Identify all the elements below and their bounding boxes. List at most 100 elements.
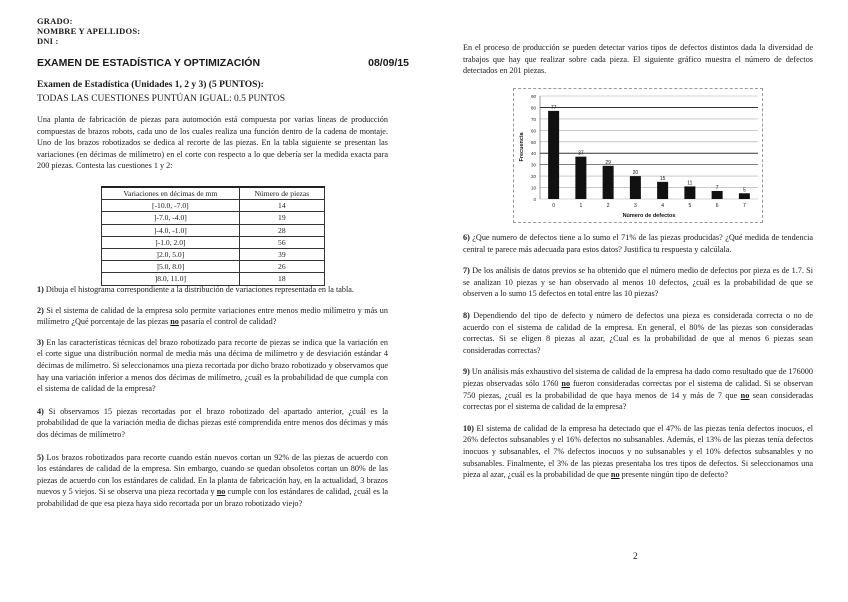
- variation-interval: ]5.0, 8.0]: [101, 260, 240, 274]
- question-2: 2) Si el sistema de calidad de la empres…: [37, 305, 388, 328]
- bar-value-label: 11: [687, 180, 692, 186]
- question-text: Un análisis más exhaustivo del sistema d…: [463, 367, 813, 388]
- bar: [602, 165, 614, 199]
- intro-right: En el proceso de producción se pueden de…: [463, 43, 813, 76]
- y-tick-label: 90: [531, 94, 537, 99]
- emphasis-no: no: [170, 317, 179, 327]
- piece-count: 39: [238, 247, 326, 262]
- question-text: cumple con los estándares de calidad, ¿c…: [37, 487, 388, 508]
- question-7: 7) De los análisis de datos previos se h…: [463, 265, 813, 300]
- bar: [575, 156, 587, 199]
- nombre-label: NOMBRE Y APELLIDOS:: [37, 26, 141, 36]
- question-number: 7): [463, 266, 470, 276]
- question-9: 9) Un análisis más exhaustivo del sistem…: [463, 366, 813, 412]
- table-row: ]-4.0, -1.0] 28: [101, 223, 326, 237]
- questions-left: 1) Dibuja el histograma correspondiente …: [37, 284, 388, 510]
- defects-chart-svg: 0 10 20 30 40 50 60 70 80 90 77 0 37 1 29 2 20 3 15 4 11 5 7 6 5…: [519, 94, 758, 219]
- dni-label: DNI :: [37, 36, 59, 46]
- question-text: Si observamos 15 piezas recortadas por e…: [37, 406, 388, 439]
- table-row: ]8.0, 11.0] 18: [101, 272, 326, 286]
- question-text: El sistema de calidad de la empresa ha d…: [463, 423, 813, 480]
- bar: [657, 181, 669, 199]
- emphasis-no: no: [216, 487, 226, 497]
- question-number: 1): [37, 285, 44, 294]
- question-text: Dibuja el histograma correspondiente a l…: [43, 285, 354, 294]
- bar-value-label: 37: [578, 151, 584, 157]
- question-text: fueron consideradas correctas por el sis…: [463, 378, 813, 400]
- x-tick-label: 4: [661, 203, 664, 209]
- bar: [629, 176, 641, 199]
- exam-title-row: EXAMEN DE ESTADÍSTICA Y OPTIMIZACIÓN 08/…: [37, 57, 409, 69]
- grado-label: GRADO:: [37, 16, 73, 26]
- question-number: 6): [463, 233, 470, 242]
- variation-interval: [-10.0, -7.0]: [101, 199, 240, 213]
- bar: [684, 186, 696, 199]
- bar: [548, 110, 560, 199]
- table-row: ]2.0, 5.0] 39: [101, 247, 326, 262]
- piece-count: 19: [238, 211, 326, 225]
- x-tick-label: 5: [688, 203, 691, 209]
- emphasis-no: no: [610, 470, 620, 480]
- question-6: 6) ¿Que numero de defectos tiene a lo su…: [463, 232, 813, 255]
- scoring-note: TODAS LAS CUESTIONES PUNTÚAN IGUAL: 0.5 …: [37, 94, 285, 104]
- variation-interval: ]8.0, 11.0]: [101, 272, 240, 286]
- exam-date: 08/09/15: [368, 57, 409, 69]
- defects-chart: 0 10 20 30 40 50 60 70 80 90 77 0 37 1 29 2 20 3 15 4 11 5 7 6 5…: [513, 88, 763, 223]
- question-5: 5) Los brazos robotizados para recorte c…: [37, 452, 388, 510]
- question-4: 4) Si observamos 15 piezas recortadas po…: [37, 406, 388, 441]
- x-axis-label: Número de defectos: [623, 213, 676, 219]
- table-header: Variaciones en décimas de mm: [101, 186, 240, 201]
- bar-value-label: 5: [743, 187, 746, 193]
- piece-count: 14: [238, 199, 326, 213]
- y-tick-label: 30: [531, 163, 537, 168]
- table-row: ]-7.0, -4.0] 19: [101, 211, 326, 225]
- variation-interval: ]-1.0, 2.0]: [101, 235, 240, 249]
- table-row: ]5.0, 8.0] 26: [101, 260, 326, 274]
- question-number: 5): [37, 452, 44, 462]
- question-text: En las características técnicas del braz…: [37, 337, 388, 394]
- intro-left: Una planta de fabricación de piezas para…: [37, 115, 388, 171]
- x-tick-label: 0: [552, 203, 555, 209]
- y-tick-label: 10: [531, 186, 537, 191]
- question-8: 8) Dependiendo del tipo de defecto y núm…: [463, 310, 813, 356]
- question-number: 9): [463, 367, 470, 377]
- variation-interval: ]-4.0, -1.0]: [101, 223, 240, 237]
- bar-value-label: 20: [633, 170, 639, 176]
- questions-right: 6) ¿Que numero de defectos tiene a lo su…: [463, 232, 813, 481]
- question-text: pasaría el control de calidad?: [178, 317, 277, 327]
- x-tick-label: 2: [607, 203, 610, 209]
- question-number: 8): [463, 310, 470, 320]
- page-number: 2: [633, 552, 638, 562]
- x-tick-label: 3: [634, 203, 637, 209]
- question-3: 3) En las características técnicas del b…: [37, 337, 388, 395]
- question-text: ¿Que numero de defectos tiene a lo sumo …: [463, 233, 813, 254]
- y-tick-label: 0: [533, 197, 536, 202]
- table-row: ]-1.0, 2.0] 56: [101, 235, 326, 249]
- piece-count: 26: [238, 260, 326, 274]
- variation-interval: ]-7.0, -4.0]: [101, 211, 240, 225]
- question-number: 3): [37, 337, 44, 347]
- bar-value-label: 77: [551, 105, 557, 111]
- exam-title: EXAMEN DE ESTADÍSTICA Y OPTIMIZACIÓN: [37, 57, 261, 69]
- emphasis-no: no: [740, 390, 750, 400]
- x-tick-label: 7: [743, 203, 746, 209]
- question-number: 10): [463, 423, 474, 433]
- bar: [738, 193, 750, 199]
- bar: [711, 190, 723, 199]
- question-text: sean consideradas correctas por el siste…: [463, 390, 813, 412]
- variations-table: Variaciones en décimas de mm Número de p…: [101, 186, 326, 286]
- question-number: 4): [37, 406, 44, 416]
- x-tick-label: 6: [716, 203, 719, 209]
- question-text: Si el sistema de calidad de la empresa s…: [37, 305, 388, 327]
- y-axis-label: Frecuencia: [519, 132, 525, 162]
- question-text: De los análisis de datos previos se ha o…: [463, 266, 813, 299]
- question-1: 1) Dibuja el histograma correspondiente …: [37, 284, 388, 296]
- bar-value-label: 15: [660, 176, 666, 182]
- bar-value-label: 7: [716, 185, 719, 191]
- y-tick-label: 70: [531, 117, 537, 122]
- variation-interval: ]2.0, 5.0]: [101, 247, 240, 262]
- y-tick-label: 20: [531, 174, 537, 179]
- y-tick-label: 60: [531, 128, 537, 133]
- emphasis-no: no: [561, 378, 571, 388]
- piece-count: 18: [238, 272, 326, 286]
